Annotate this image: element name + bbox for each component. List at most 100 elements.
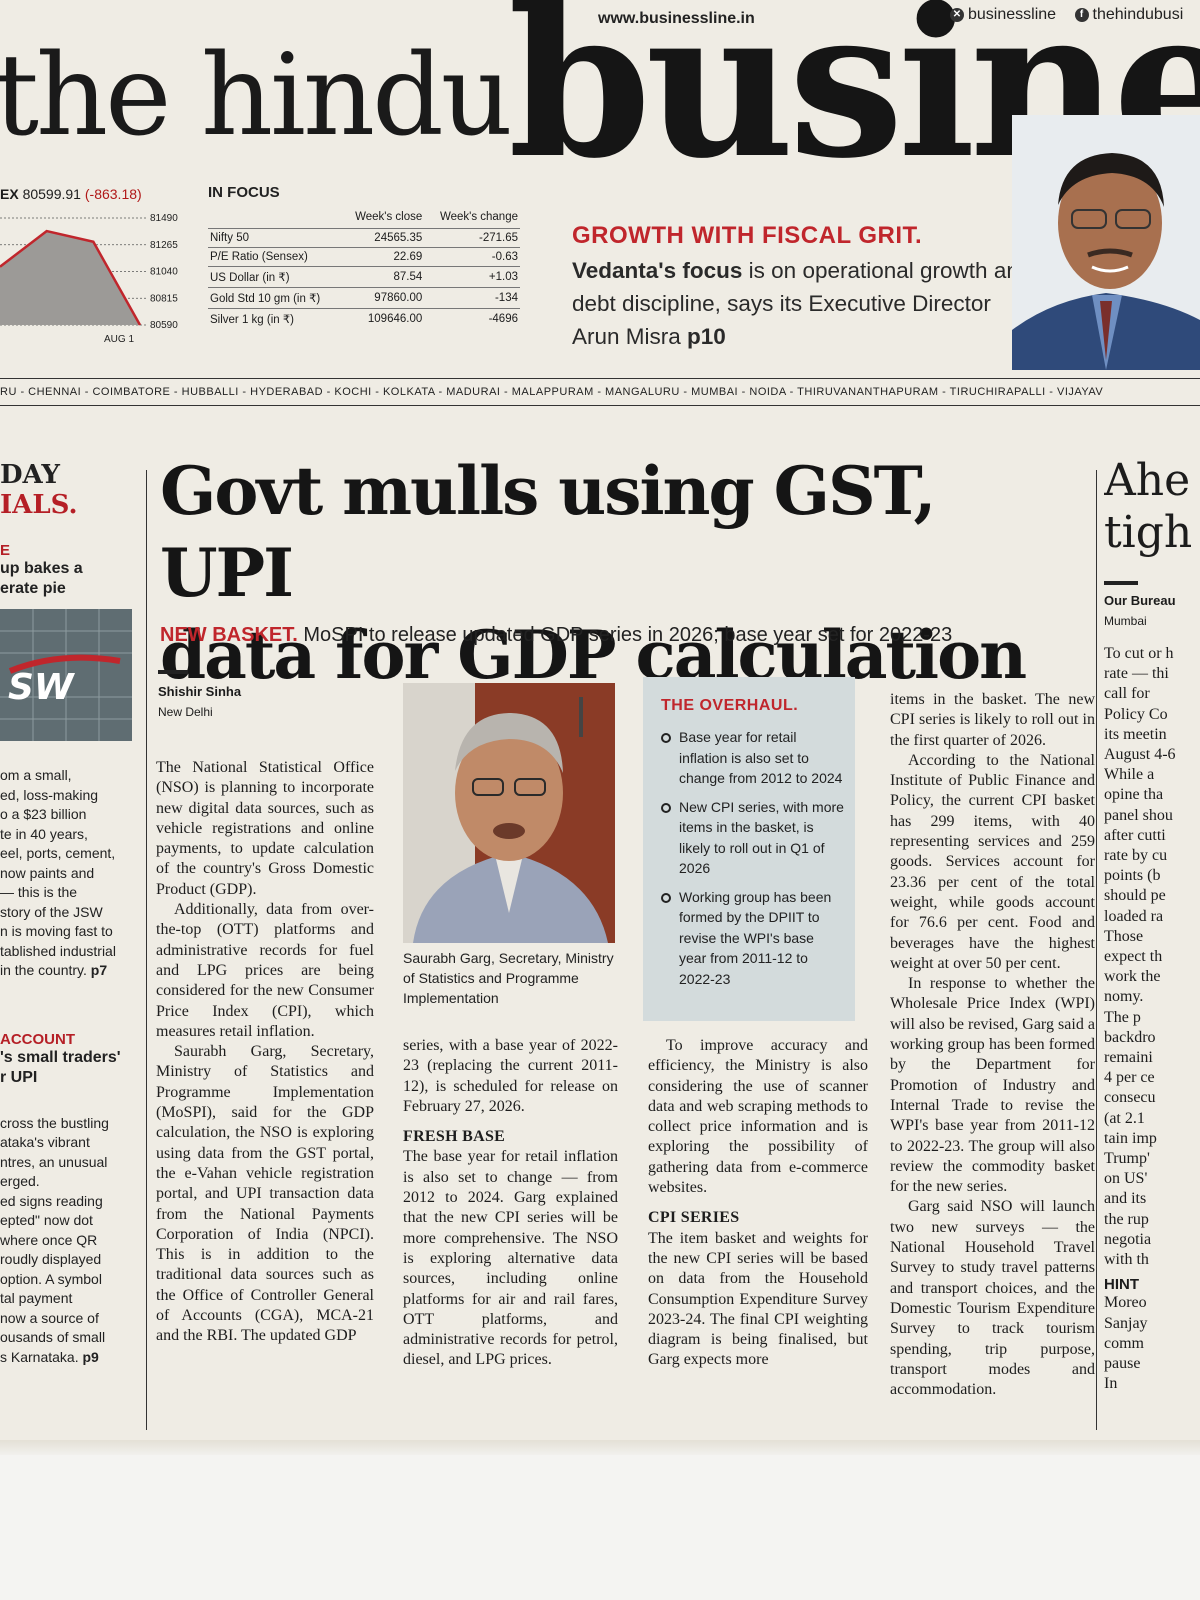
snippet-line: eel, ports, cement, [0,845,116,861]
right-location: Mumbai [1104,614,1147,628]
growth-promo[interactable]: GROWTH WITH FISCAL GRIT. Vedanta's focus… [572,222,1032,353]
sensex-y-tick: 80815 [150,293,178,304]
col1-paragraph: The National Statistical Office (NSO) is… [156,759,374,898]
right-story-column: Ahe tigh Our Bureau Mumbai To cut or h ra… [1104,455,1200,1394]
right-headline-2: tigh [1104,507,1193,558]
snippet-line: roudly displayed [0,1251,102,1267]
in-focus-close: 109646.00 [341,308,425,329]
city-editions-strip: RU - CHENNAI - COIMBATORE - HUBBALLI - H… [0,378,1200,406]
right-body-line: Moreo [1104,1294,1147,1312]
table-surface [0,1455,1200,1600]
right-body-line: comm [1104,1334,1144,1352]
snippet-line: s Karnataka. p9 [0,1348,99,1365]
right-body-line: loaded ra [1104,907,1164,925]
snippet-line: story of the JSW [0,903,103,920]
overhaul-box: THE OVERHAUL. Base year for retail infla… [643,677,855,1021]
column-rule-right [1096,470,1097,1430]
snippet-page-ref: p9 [82,1348,99,1365]
saurabh-garg-photo [403,683,615,943]
right-body-line: opine tha [1104,786,1164,804]
right-body-line: pause [1104,1354,1141,1372]
sensex-label: EX [0,186,19,202]
sensex-chart: 81490 81265 81040 80815 80590 AUG 1 [0,213,178,345]
in-focus-change: +1.03 [424,266,520,288]
social-x-handle: businessline [968,6,1057,23]
in-focus-title: IN FOCUS [208,184,280,201]
teaser-headline-2b: r UPI [0,1068,38,1086]
sensex-y-tick: 81040 [150,267,178,278]
in-focus-change: -0.63 [424,247,520,267]
snippet-line: ed signs reading [0,1192,103,1209]
newspaper-page: the hindu busines www.businessline.in ✕b… [0,0,1200,1430]
right-body-line: Trump' [1104,1150,1150,1168]
teaser-headline-2a: 's small traders' [0,1048,121,1066]
right-body-line: with th [1104,1251,1149,1269]
snippet-line: tal payment [0,1290,73,1306]
right-body-2: Moreo Sanjay comm pause In [1104,1293,1200,1394]
deck-text: MoSPI to release updated GDP series in 2… [297,624,953,646]
col1-paragraph: Additionally, data from over-the-top (OT… [156,901,374,1040]
sensex-area [0,231,140,325]
subhead-cpi-series: CPI SERIES [648,1209,740,1227]
right-body-line: Policy Co [1104,705,1168,723]
snippet-line: tablished industrial [0,942,116,959]
teaser-headline-1a: up bakes a [0,560,83,577]
right-body-line: rate by cu [1104,847,1168,865]
byline: Shishir Sinha New Delhi [158,670,241,719]
right-body-line: While a [1104,766,1155,784]
sensex-x-label: AUG 1 [104,334,134,345]
right-body-line: Sanjay [1104,1314,1148,1332]
deck-tag: NEW BASKET. [160,624,298,646]
facebook-icon: f [1074,7,1089,22]
sensex-line [0,229,142,326]
sensex-value: 80599.91 [22,186,81,202]
in-focus-close: 24565.35 [341,228,425,248]
teaser-snippet-2: cross the bustling ataka's vibrant ntres, … [0,1114,138,1368]
teaser-tag-2: ACCOUNT [0,1030,75,1048]
snippet-page-ref: p7 [90,962,108,978]
right-body-line: tain imp [1104,1129,1157,1147]
right-body-line: expect th [1104,948,1163,966]
col4-paragraph: In response to whether the Wholesale Pri… [890,975,1095,1196]
in-focus-name: Gold Std 10 gm (in ₹) [208,287,342,309]
col2-continuation: series, with a base year of 2022-23 (rep… [403,1037,618,1115]
overhaul-title: THE OVERHAUL. [661,697,799,714]
right-body-line: the rup [1104,1210,1149,1228]
right-body-line: remaini [1104,1049,1153,1067]
in-focus-name: Silver 1 kg (in ₹) [208,308,342,329]
right-body-line: (at 2.1 [1104,1109,1145,1127]
byline-author: Shishir Sinha [158,684,242,699]
in-focus-name: US Dollar (in ₹) [208,266,342,288]
right-body-line: backdro [1104,1028,1156,1046]
snippet-line: ntres, an unusual [0,1153,108,1170]
promo-page: p10 [687,324,726,349]
promo-body: is on operational growth and debt discip… [572,258,1032,349]
right-body-line: August 4-6 [1104,746,1176,764]
jsw-building-image: SW [0,609,132,741]
in-focus-close: 87.54 [341,266,425,288]
right-body-line: and its [1104,1190,1147,1208]
snippet-line: o a $23 billion [0,806,87,822]
in-focus-name: P/E Ratio (Sensex) [208,247,342,267]
subhead-fresh-base: FRESH BASE [403,1128,506,1146]
story-deck: NEW BASKET. MoSPI to release updated GDP… [160,624,1080,647]
right-body-line: after cutti [1104,826,1166,844]
in-focus-header-blank [208,209,341,229]
right-byline: Our Bureau [1104,593,1176,608]
teaser-heading-2: IALS. [0,490,78,520]
in-focus-row: Gold Std 10 gm (in ₹) 97860.00 -134 [208,287,520,309]
main-headline[interactable]: Govt mulls using GST, UPI data for GDP c… [160,450,1060,696]
right-body-line: work the [1104,968,1161,986]
snippet-line: now paints and [0,864,95,881]
in-focus-panel: IN FOCUS Week's close Week's change Nift… [208,184,520,329]
teaser-tag-1: E [0,542,11,559]
in-focus-header-close: Week's close [355,211,423,223]
story-column-3: To improve accuracy and efficiency, the … [648,1036,868,1371]
arun-misra-portrait [1012,115,1200,370]
right-headline-1: Ahe [1104,455,1191,506]
in-focus-close: 97860.00 [341,287,425,309]
sensex-y-tick: 81490 [150,213,178,224]
col3-paragraph: To improve accuracy and efficiency, the … [648,1037,868,1197]
overhaul-list: Base year for retail inflation is also s… [643,727,855,989]
in-focus-row: Nifty 50 24565.35 -271.65 [208,228,520,248]
